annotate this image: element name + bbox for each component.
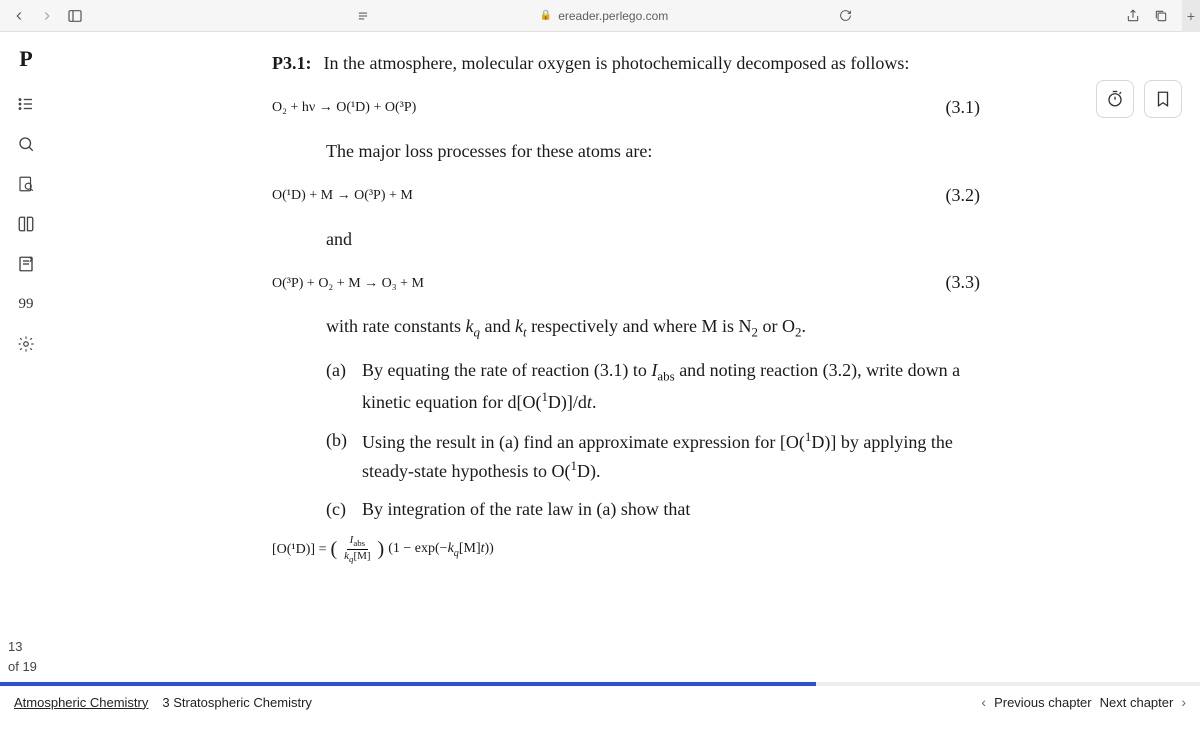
bookmark-button[interactable] [1144, 80, 1182, 118]
lock-icon: 🔒 [540, 10, 552, 21]
book-title-link[interactable]: Atmospheric Chemistry [14, 695, 148, 710]
share-button[interactable] [1122, 5, 1144, 27]
problem-label: P3.1: [272, 50, 312, 78]
chevron-left-icon[interactable]: ‹ [981, 694, 986, 710]
sidebar-toggle-button[interactable] [64, 5, 86, 27]
app-logo[interactable]: P [19, 46, 32, 72]
text-loss-processes: The major loss processes for these atoms… [326, 138, 980, 166]
reload-button[interactable] [834, 5, 856, 27]
back-button[interactable] [8, 5, 30, 27]
next-chapter-link[interactable]: Next chapter [1100, 695, 1174, 710]
footer: Atmospheric Chemistry 3 Stratospheric Ch… [0, 686, 1200, 718]
item-a: (a) By equating the rate of reaction (3.… [326, 357, 980, 417]
equation-3-1: O₂ + hν → O(¹D) + O(³P) (3.1) [272, 94, 980, 122]
search-icon[interactable] [8, 126, 44, 162]
forward-button[interactable] [36, 5, 58, 27]
intro-text: In the atmosphere, molecular oxygen is p… [324, 50, 910, 78]
book-icon[interactable] [8, 206, 44, 242]
reader-mode-icon[interactable] [352, 5, 374, 27]
final-equation: [O(¹D)] = ( Iabs kq[M] ) (1 − exp(−kq[M]… [272, 534, 980, 565]
equation-3-3: O(³P) + O₂ + M → O₃ + M (3.3) [272, 269, 980, 297]
item-b: (b) Using the result in (a) find an appr… [326, 427, 980, 487]
toc-icon[interactable] [8, 86, 44, 122]
find-in-book-icon[interactable] [8, 166, 44, 202]
chevron-right-icon[interactable]: › [1181, 694, 1186, 710]
page-content: P3.1: In the atmosphere, molecular oxyge… [52, 32, 1200, 565]
url-bar[interactable]: 🔒 ereader.perlego.com [92, 5, 1116, 27]
chapter-title: 3 Stratospheric Chemistry [162, 695, 312, 710]
timer-button[interactable] [1096, 80, 1134, 118]
notes-icon[interactable] [8, 246, 44, 282]
browser-bar: 🔒 ereader.perlego.com + [0, 0, 1200, 32]
tabs-button[interactable] [1150, 5, 1172, 27]
equation-3-2: O(¹D) + M → O(³P) + M (3.2) [272, 182, 980, 210]
settings-icon[interactable] [8, 326, 44, 362]
new-tab-button[interactable]: + [1182, 0, 1200, 32]
prev-chapter-link[interactable]: Previous chapter [994, 695, 1092, 710]
url-text: ereader.perlego.com [558, 9, 668, 23]
page-counter: 13 of 19 [8, 637, 37, 676]
page-number: 99 [8, 286, 44, 322]
reader-sidebar: P 99 [0, 32, 52, 718]
rates-text: with rate constants kq and kt respective… [326, 313, 980, 343]
item-c: (c) By integration of the rate law in (a… [326, 496, 980, 524]
and-text: and [326, 226, 980, 254]
